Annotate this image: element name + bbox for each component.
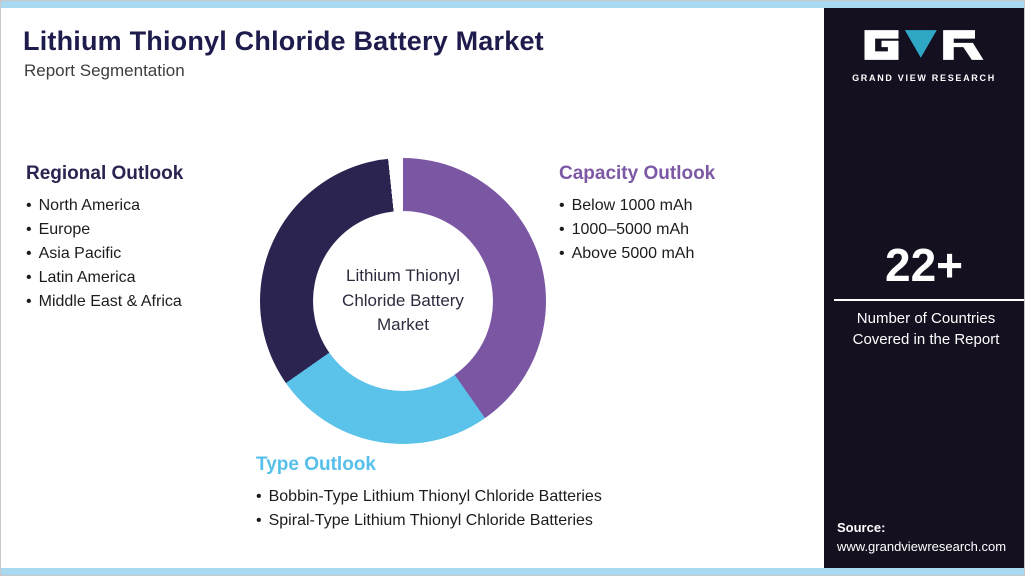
list-item: Below 1000 mAh (559, 194, 715, 218)
countries-stat-label: Number of Countries Covered in the Repor… (852, 310, 1000, 348)
donut-center-label: Lithium Thionyl Chloride Battery Market (342, 266, 464, 335)
list-item: Above 5000 mAh (559, 242, 715, 266)
sidebar: GRAND VIEW RESEARCH 22+ Number of Countr… (824, 8, 1024, 570)
list-item: 1000–5000 mAh (559, 218, 715, 242)
gvr-logo-mark (864, 30, 984, 60)
type-outlook-section: Type Outlook Bobbin-Type Lithium Thionyl… (256, 454, 602, 533)
source-block: Source: www.grandviewresearch.com (837, 520, 1006, 554)
list-item: Spiral-Type Lithium Thionyl Chloride Bat… (256, 509, 602, 533)
list-item: North America (26, 194, 183, 218)
list-item: Latin America (26, 266, 183, 290)
countries-stat-value: 22+ (884, 239, 964, 291)
gvr-logo: GRAND VIEW RESEARCH (824, 28, 1024, 83)
regional-outlook-list: North America Europe Asia Pacific Latin … (26, 194, 183, 314)
page-subtitle: Report Segmentation (24, 61, 185, 80)
regional-outlook-heading: Regional Outlook (26, 163, 184, 184)
type-outlook-heading: Type Outlook (256, 454, 376, 475)
capacity-outlook-heading: Capacity Outlook (559, 163, 716, 184)
bottom-accent-bar (1, 568, 1024, 575)
type-outlook-list: Bobbin-Type Lithium Thionyl Chloride Bat… (256, 485, 602, 533)
stat-divider (834, 299, 1024, 301)
source-url: www.grandviewresearch.com (837, 539, 1007, 554)
list-item: Bobbin-Type Lithium Thionyl Chloride Bat… (256, 485, 602, 509)
capacity-outlook-section: Capacity Outlook Below 1000 mAh 1000–500… (559, 163, 715, 266)
top-accent-bar (1, 1, 1024, 8)
list-item: Asia Pacific (26, 242, 183, 266)
page-title: Lithium Thionyl Chloride Battery Market (23, 26, 544, 56)
donut-ring: Lithium Thionyl Chloride Battery Market (260, 158, 546, 444)
capacity-outlook-list: Below 1000 mAh 1000–5000 mAh Above 5000 … (559, 194, 715, 266)
list-item: Europe (26, 218, 183, 242)
source-label: Source: (837, 520, 886, 535)
list-item: Middle East & Africa (26, 290, 183, 314)
regional-outlook-section: Regional Outlook North America Europe As… (26, 163, 183, 314)
brand-name: GRAND VIEW RESEARCH (852, 73, 996, 83)
donut-center: Lithium Thionyl Chloride Battery Market (313, 211, 493, 391)
